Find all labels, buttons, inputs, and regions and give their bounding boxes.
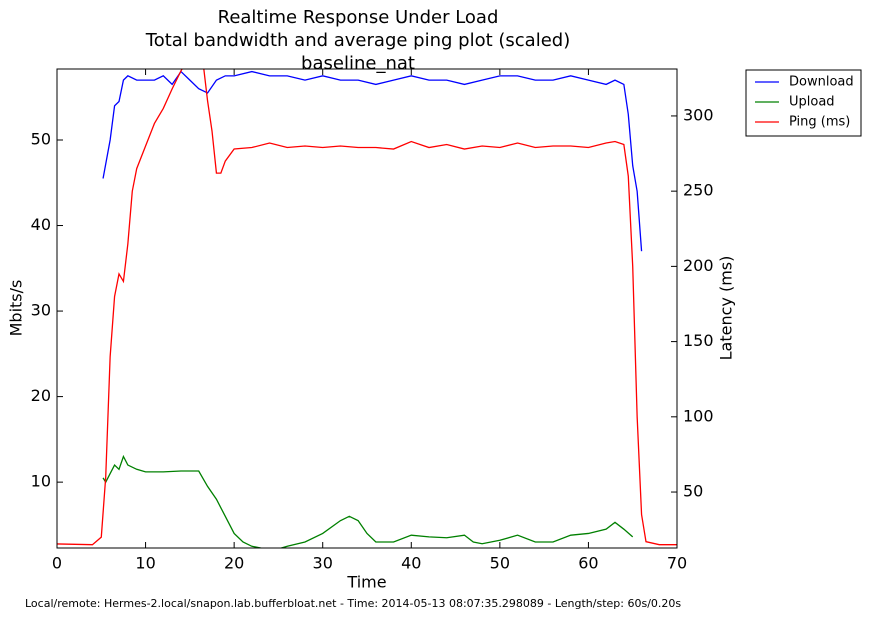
footer: Local/remote: Hermes-2.local/snapon.lab.… xyxy=(25,597,681,610)
legend-box xyxy=(745,69,862,137)
y2-tick-label: 250 xyxy=(683,181,714,200)
series-line xyxy=(57,69,677,546)
x-tick-label: 0 xyxy=(52,554,62,573)
chart-subtitle: Total bandwidth and average ping plot (s… xyxy=(145,30,570,51)
y-tick-label: 20 xyxy=(31,386,51,405)
y-tick-label: 30 xyxy=(31,301,51,320)
plot-frame xyxy=(56,68,678,549)
y2-tick-label: 150 xyxy=(683,331,714,350)
y2-tick-label: 100 xyxy=(683,406,714,425)
x-tick-label: 30 xyxy=(313,554,333,573)
x-tick-label: 50 xyxy=(490,554,510,573)
x-tick-label: 10 xyxy=(135,554,155,573)
y-tick-label: 50 xyxy=(31,129,51,148)
series-line xyxy=(102,454,634,548)
x-tick-label: 40 xyxy=(401,554,421,573)
legend-label: Upload xyxy=(789,95,835,110)
legend-label: Ping (ms) xyxy=(789,115,850,130)
y-tick-label: 40 xyxy=(31,215,51,234)
x-tick-label: 20 xyxy=(224,554,244,573)
chart-title: Realtime Response Under Load xyxy=(218,7,499,28)
x-tick-label: 70 xyxy=(667,554,687,573)
plot-name: baseline_nat xyxy=(301,53,415,74)
plot-area xyxy=(57,69,677,548)
y2-tick-label: 300 xyxy=(683,105,714,124)
y-tick-label: 10 xyxy=(31,472,51,491)
y-axis-label: Mbits/s xyxy=(7,280,26,337)
y2-tick-label: 50 xyxy=(683,482,703,501)
x-tick-label: 60 xyxy=(578,554,598,573)
legend: Download Upload Ping (ms) xyxy=(745,69,862,137)
x-axis-label: Time xyxy=(346,573,386,592)
y2-tick-label: 200 xyxy=(683,256,714,275)
legend-label: Download xyxy=(789,75,854,90)
y2-axis-label: Latency (ms) xyxy=(717,256,736,361)
series-line xyxy=(102,70,643,252)
